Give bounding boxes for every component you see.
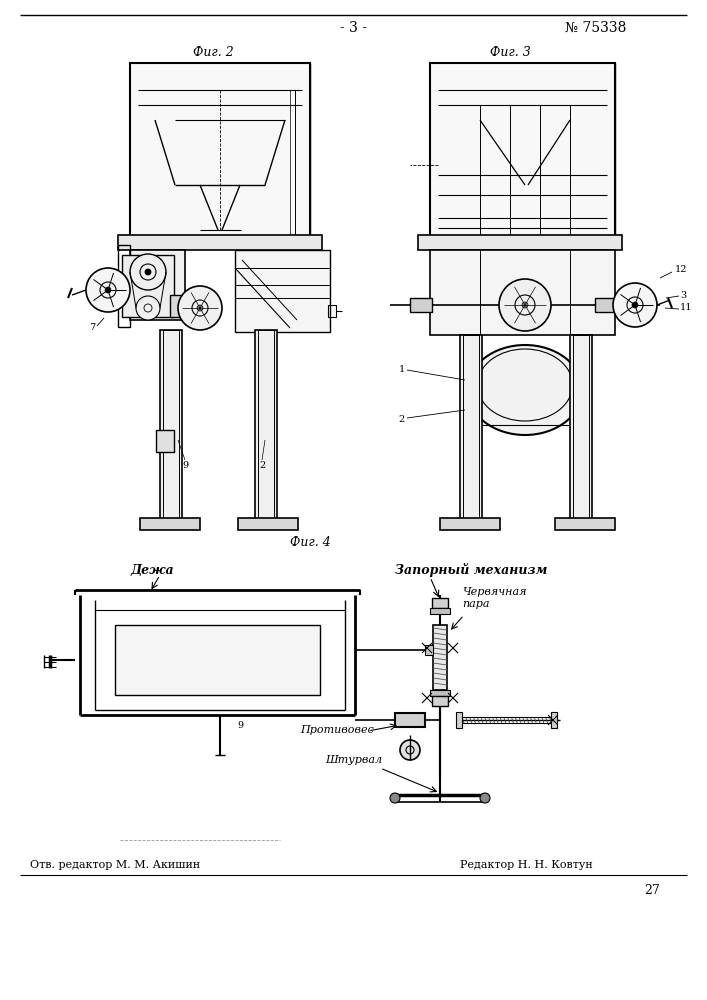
Circle shape (632, 302, 638, 308)
Ellipse shape (467, 345, 583, 435)
Bar (570, 335, 592, 520)
Text: Фиг. 4: Фиг. 4 (290, 536, 330, 550)
Circle shape (480, 793, 490, 803)
Text: Штурвал: Штурвал (325, 755, 382, 765)
Bar (430, 63, 438, 238)
Bar (555, 518, 615, 530)
Text: 9: 9 (182, 460, 188, 470)
Bar (595, 298, 617, 312)
Bar (425, 645, 433, 655)
Bar (328, 305, 336, 317)
Text: Фиг. 2: Фиг. 2 (192, 45, 233, 58)
Bar (140, 518, 200, 530)
Text: 9: 9 (237, 720, 243, 730)
Bar (163, 330, 179, 520)
Text: 3: 3 (680, 290, 686, 300)
Circle shape (178, 286, 222, 330)
Text: 1: 1 (399, 365, 405, 374)
Bar (460, 335, 482, 520)
Bar (440, 518, 500, 530)
Bar (130, 250, 185, 320)
Bar (430, 690, 450, 696)
Text: - 3 -: - 3 - (339, 21, 366, 35)
Text: Дежа: Дежа (130, 564, 174, 576)
Bar (238, 518, 298, 530)
Circle shape (499, 279, 551, 331)
Bar (235, 250, 330, 332)
Text: 27: 27 (644, 884, 660, 896)
Circle shape (130, 254, 166, 290)
Bar (255, 330, 277, 520)
Text: Редактор Н. Н. Ковтун: Редактор Н. Н. Ковтун (460, 860, 592, 870)
Circle shape (105, 287, 111, 293)
Bar (430, 63, 615, 238)
Bar (462, 717, 557, 723)
Bar (463, 335, 479, 520)
Bar (258, 330, 274, 520)
Bar (418, 235, 622, 250)
Text: № 75338: № 75338 (565, 21, 626, 35)
Circle shape (613, 283, 657, 327)
Bar (118, 245, 130, 327)
Circle shape (400, 740, 420, 760)
Text: Червячная
пара: Червячная пара (462, 587, 527, 609)
Circle shape (390, 793, 400, 803)
Bar (433, 625, 447, 690)
Bar (302, 63, 310, 238)
Text: 12: 12 (675, 265, 687, 274)
Bar (430, 250, 615, 335)
Bar (156, 430, 174, 452)
Bar (573, 335, 589, 520)
Circle shape (86, 268, 130, 312)
Text: Запорный механизм: Запорный механизм (395, 563, 547, 577)
Bar (551, 712, 557, 728)
Bar (130, 63, 138, 238)
Bar (115, 625, 320, 695)
Bar (170, 295, 205, 317)
Bar (122, 255, 174, 317)
Text: 2: 2 (399, 416, 405, 424)
Bar (118, 235, 322, 250)
Bar (430, 608, 450, 614)
Text: Противовес: Противовес (300, 725, 374, 735)
Circle shape (522, 302, 528, 308)
Circle shape (145, 269, 151, 275)
Text: 7: 7 (89, 324, 95, 332)
Bar (160, 330, 182, 520)
Text: 11: 11 (680, 304, 692, 312)
Bar (395, 713, 425, 727)
Text: Отв. редактор М. М. Акишин: Отв. редактор М. М. Акишин (30, 860, 200, 870)
Bar (130, 63, 310, 238)
Circle shape (197, 305, 203, 311)
Bar (410, 298, 432, 312)
Text: 2: 2 (259, 460, 265, 470)
Bar (456, 712, 462, 728)
Bar (130, 63, 310, 75)
Circle shape (136, 296, 160, 320)
Bar (607, 63, 615, 238)
Bar (432, 598, 448, 608)
Text: Фиг. 3: Фиг. 3 (490, 45, 530, 58)
Bar (432, 696, 448, 706)
Bar (430, 63, 615, 75)
